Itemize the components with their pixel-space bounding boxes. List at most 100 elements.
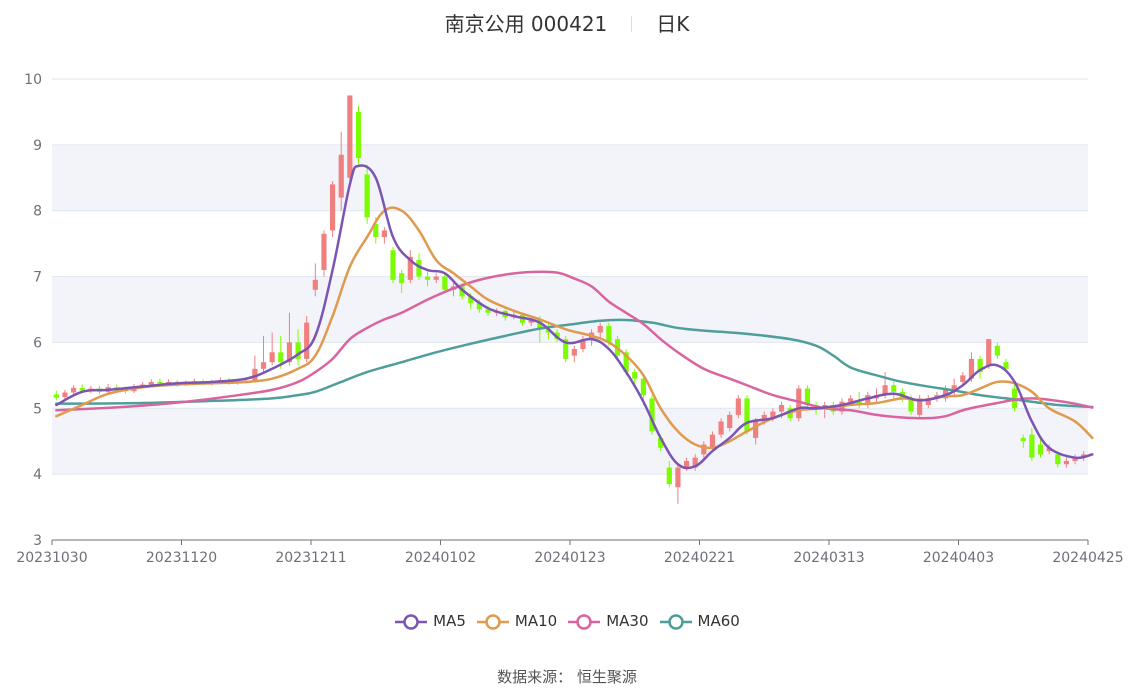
- x-axis: 20231030 20231120 20231211 20240102 20240123…: [16, 539, 1124, 566]
- candle: [796, 385, 802, 422]
- candle-body: [260, 362, 267, 369]
- candle: [304, 316, 310, 363]
- candle-body: [286, 342, 293, 363]
- candle: [563, 335, 569, 363]
- candle-body: [804, 388, 811, 405]
- legend-item-ma5[interactable]: MA5: [394, 612, 466, 630]
- candle: [692, 454, 698, 471]
- candle: [269, 332, 275, 366]
- candle-body: [563, 339, 569, 359]
- candle-body: [295, 342, 301, 359]
- candle-body: [79, 387, 85, 391]
- ma-line-ma5: [55, 164, 1094, 470]
- candle-body: [545, 329, 552, 333]
- y-tick-label: 6: [33, 335, 42, 351]
- candle: [986, 339, 992, 369]
- candle-body: [278, 352, 284, 363]
- candle-body: [165, 381, 172, 384]
- y-tick-label: 9: [33, 138, 42, 154]
- x-tick-label: 20240221: [664, 550, 735, 566]
- candle: [727, 411, 733, 432]
- candle: [312, 263, 318, 297]
- candle-body: [597, 325, 603, 333]
- candle: [381, 227, 387, 244]
- candle: [580, 335, 586, 353]
- candle: [1037, 437, 1044, 458]
- candle: [1020, 434, 1026, 448]
- legend-marker-icon: [659, 614, 692, 630]
- candle-body: [1020, 437, 1026, 442]
- candle-body: [908, 398, 914, 412]
- candle-body: [770, 411, 776, 419]
- candle-body: [433, 276, 439, 280]
- candle-body: [623, 352, 629, 373]
- y-tick-label: 4: [33, 467, 42, 483]
- candle: [718, 418, 724, 438]
- y-axis-labels: 3 4 5 6 7 8 9 10: [24, 72, 42, 549]
- candle-body: [399, 273, 405, 284]
- candle-body: [53, 394, 59, 398]
- candle-body: [390, 250, 396, 280]
- candle: [295, 329, 301, 366]
- legend-label: MA60: [697, 612, 740, 630]
- x-tick-label: 20240123: [534, 550, 605, 566]
- candle-body: [416, 260, 422, 277]
- title-separator: [631, 16, 633, 32]
- period-label: 日K: [656, 12, 690, 36]
- candle: [390, 246, 396, 284]
- candle: [753, 418, 759, 445]
- candle-body: [537, 319, 543, 330]
- candle: [597, 322, 603, 340]
- candle: [666, 460, 672, 488]
- legend-label: MA30: [606, 612, 649, 630]
- candle-body: [1072, 457, 1078, 461]
- candle-body: [925, 398, 931, 405]
- candle-body: [658, 437, 664, 448]
- y-tick-label: 5: [33, 401, 42, 417]
- candle-body: [424, 276, 431, 280]
- candle: [252, 355, 258, 382]
- ma-line-ma60: [55, 318, 1094, 409]
- candle: [433, 273, 439, 284]
- candle-body: [148, 381, 154, 385]
- candle-body: [571, 349, 577, 356]
- candle-body: [735, 398, 741, 415]
- candle-body: [580, 339, 586, 350]
- legend-item-ma10[interactable]: MA10: [476, 612, 557, 630]
- candle-body: [1055, 454, 1061, 465]
- candle-body: [718, 421, 724, 435]
- x-tick-label: 20240425: [1052, 550, 1123, 566]
- y-tick-label: 7: [33, 270, 42, 286]
- y-tick-label: 3: [33, 533, 42, 549]
- candle-body: [364, 174, 370, 218]
- candle-body: [701, 444, 707, 455]
- candle-body: [442, 276, 448, 290]
- candle: [442, 273, 448, 294]
- candle: [355, 105, 362, 165]
- candle-body: [347, 95, 353, 178]
- candle: [925, 395, 931, 409]
- x-tick-label: 20231211: [275, 550, 346, 566]
- y-tick-label: 8: [33, 204, 42, 220]
- candle: [321, 230, 327, 277]
- candle-body: [1037, 444, 1044, 455]
- candle-body: [485, 309, 491, 313]
- candle-body: [709, 434, 716, 448]
- ma-line-ma30: [55, 270, 1094, 420]
- legend-item-ma30[interactable]: MA30: [567, 612, 649, 630]
- legend-label: MA5: [433, 612, 466, 630]
- candle: [1029, 428, 1035, 461]
- candle-body: [304, 322, 310, 359]
- candle-body: [942, 388, 949, 399]
- candle-body: [951, 385, 957, 392]
- candle-body: [269, 352, 275, 363]
- candle-body: [1046, 447, 1052, 452]
- candle: [53, 390, 59, 401]
- candle-body: [252, 368, 258, 381]
- candle: [1063, 457, 1070, 468]
- y-tick-label: 10: [24, 72, 42, 88]
- candle: [399, 269, 405, 294]
- legend-item-ma60[interactable]: MA60: [659, 612, 740, 630]
- x-tick-label: 20231120: [146, 550, 217, 566]
- candle-body: [1003, 362, 1009, 369]
